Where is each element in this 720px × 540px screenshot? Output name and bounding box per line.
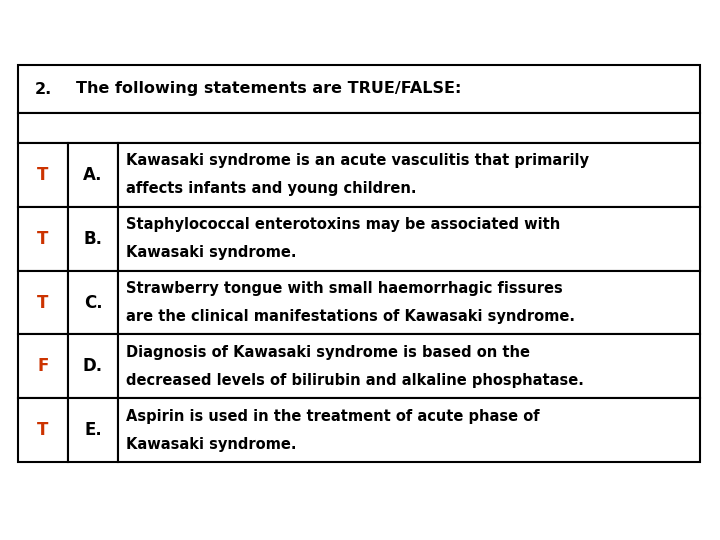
Bar bbox=[118, 143, 700, 207]
Text: Aspirin is used in the treatment of acute phase of: Aspirin is used in the treatment of acut… bbox=[126, 409, 539, 423]
Text: T: T bbox=[37, 230, 49, 248]
Bar bbox=[118, 334, 700, 398]
Bar bbox=[18, 65, 700, 113]
Text: affects infants and young children.: affects infants and young children. bbox=[126, 181, 416, 197]
Text: A.: A. bbox=[84, 166, 103, 184]
Text: E.: E. bbox=[84, 421, 102, 439]
Bar bbox=[18, 398, 68, 462]
Bar bbox=[18, 143, 68, 207]
Bar bbox=[18, 271, 68, 334]
Text: Kawasaki syndrome.: Kawasaki syndrome. bbox=[126, 245, 297, 260]
Bar bbox=[18, 113, 700, 143]
Text: T: T bbox=[37, 421, 49, 439]
Bar bbox=[68, 207, 118, 271]
Text: T: T bbox=[37, 294, 49, 312]
Text: 2.: 2. bbox=[35, 82, 52, 97]
Text: Kawasaki syndrome.: Kawasaki syndrome. bbox=[126, 437, 297, 451]
Bar bbox=[118, 398, 700, 462]
Bar bbox=[68, 334, 118, 398]
Bar bbox=[68, 271, 118, 334]
Text: C.: C. bbox=[84, 294, 102, 312]
Bar bbox=[118, 207, 700, 271]
Text: B.: B. bbox=[84, 230, 102, 248]
Text: The following statements are TRUE/FALSE:: The following statements are TRUE/FALSE: bbox=[76, 82, 462, 97]
Text: Kawasaki syndrome is an acute vasculitis that primarily: Kawasaki syndrome is an acute vasculitis… bbox=[126, 153, 589, 168]
Bar bbox=[68, 398, 118, 462]
Text: F: F bbox=[37, 357, 49, 375]
Text: Staphylococcal enterotoxins may be associated with: Staphylococcal enterotoxins may be assoc… bbox=[126, 217, 560, 232]
Bar bbox=[68, 143, 118, 207]
Bar bbox=[18, 207, 68, 271]
Text: T: T bbox=[37, 166, 49, 184]
Text: D.: D. bbox=[83, 357, 103, 375]
Bar bbox=[18, 334, 68, 398]
Text: are the clinical manifestations of Kawasaki syndrome.: are the clinical manifestations of Kawas… bbox=[126, 309, 575, 324]
Bar bbox=[118, 271, 700, 334]
Text: Strawberry tongue with small haemorrhagic fissures: Strawberry tongue with small haemorrhagi… bbox=[126, 281, 563, 296]
Text: Diagnosis of Kawasaki syndrome is based on the: Diagnosis of Kawasaki syndrome is based … bbox=[126, 345, 530, 360]
Text: decreased levels of bilirubin and alkaline phosphatase.: decreased levels of bilirubin and alkali… bbox=[126, 373, 584, 388]
